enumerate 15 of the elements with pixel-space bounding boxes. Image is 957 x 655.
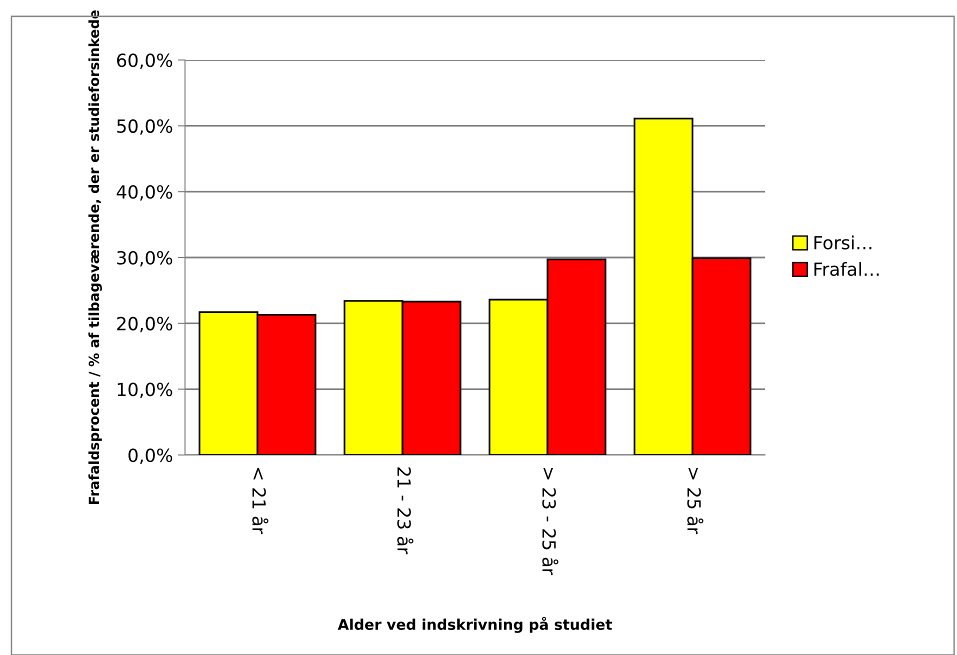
y-tick-label: 30,0% <box>117 250 172 266</box>
y-tick-label: 60,0% <box>117 53 172 69</box>
x-tick-label: 21 - 23 år <box>397 467 414 554</box>
y-tick-label: 50,0% <box>117 119 172 135</box>
x-tick-label: > 25 år <box>687 468 704 534</box>
x-tick-label: < 21 år <box>252 468 268 534</box>
y-tick-label: 10,0% <box>118 382 172 398</box>
x-axis-title: Alder ved indskrivning på studiet <box>338 616 612 633</box>
legend-label: Frafal… <box>814 262 879 276</box>
y-tick-label: 20,0% <box>117 316 172 332</box>
legend-label: Forsi… <box>814 236 872 250</box>
y-tick-label: 40,0% <box>116 185 172 201</box>
x-tick-label: > 23 - 25 år <box>542 468 558 576</box>
y-axis-title: Frafaldsprocent / % af tilbageværende, der er studieforsinkede <box>88 10 102 504</box>
y-tick-label: 0,0% <box>128 448 172 464</box>
